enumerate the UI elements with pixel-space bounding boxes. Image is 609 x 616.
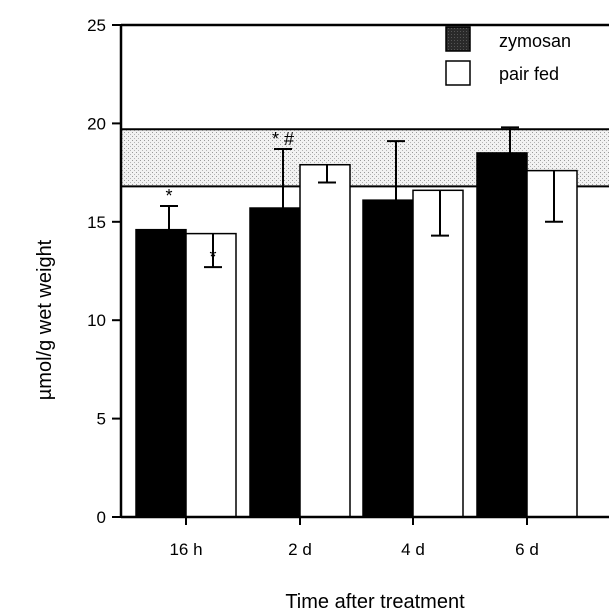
legend: zymosan pair fed bbox=[445, 26, 571, 86]
y-tick-label-20: 20 bbox=[87, 114, 106, 133]
bar-zymosan-3 bbox=[476, 152, 528, 518]
y-tick-label-5: 5 bbox=[97, 410, 106, 429]
legend-swatch-pair-fed bbox=[445, 60, 471, 86]
y-tick-label-25: 25 bbox=[87, 16, 106, 35]
bar-pair-fed-1 bbox=[299, 163, 351, 518]
bar-zymosan-2 bbox=[362, 199, 414, 518]
legend-label-pair-fed: pair fed bbox=[499, 64, 559, 84]
y-axis-title: µmol/g wet weight bbox=[34, 239, 56, 400]
significance-pair-fed-0: * bbox=[209, 247, 216, 267]
bar-pair-fed-2 bbox=[412, 189, 464, 518]
legend-label-zymosan: zymosan bbox=[499, 31, 571, 51]
significance-zymosan-0: * bbox=[165, 186, 172, 206]
error-bars bbox=[160, 126, 563, 269]
legend-swatch-zymosan bbox=[445, 26, 471, 52]
bar-zymosan-0 bbox=[135, 228, 187, 518]
y-tick-label-10: 10 bbox=[87, 311, 106, 330]
significance-markers: * * * # bbox=[165, 129, 294, 267]
x-axis-title: Time after treatment bbox=[285, 591, 465, 613]
legend-item-pair-fed: pair fed bbox=[445, 60, 559, 86]
bar-pair-fed-3 bbox=[526, 169, 578, 518]
x-tick-label-2: 4 d bbox=[401, 540, 425, 559]
significance-zymosan-1: * # bbox=[272, 129, 294, 149]
y-tick-label-15: 15 bbox=[87, 213, 106, 232]
y-tick-label-0: 0 bbox=[97, 508, 106, 527]
axes: 0 5 10 15 20 25 16 h 2 d 4 d 6 d bbox=[87, 16, 609, 559]
x-tick-label-0: 16 h bbox=[169, 540, 202, 559]
bars bbox=[135, 152, 578, 518]
x-tick-label-3: 6 d bbox=[515, 540, 539, 559]
bar-pair-fed-0 bbox=[185, 232, 237, 518]
legend-item-zymosan: zymosan bbox=[445, 26, 571, 52]
x-tick-label-1: 2 d bbox=[288, 540, 312, 559]
bar-zymosan-1 bbox=[249, 207, 301, 518]
